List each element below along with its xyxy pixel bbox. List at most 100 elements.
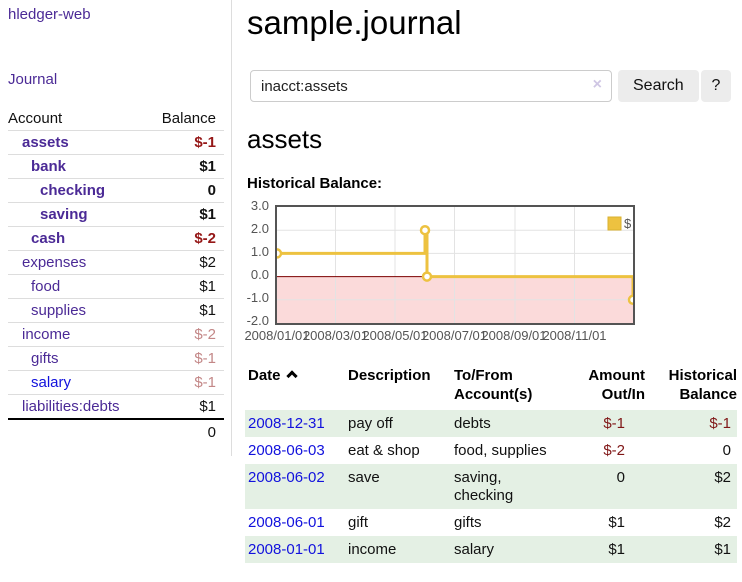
x-axis-tick: 2008/03/01 (302, 328, 369, 343)
x-axis-tick: 2008/01/01 (244, 328, 310, 343)
y-axis-tick: 0.0 (250, 267, 269, 282)
account-row: cash $-2 (8, 226, 224, 250)
transaction-row[interactable]: 2008-06-03 eat & shop food, supplies $-2… (245, 437, 737, 464)
transaction-description: eat & shop (348, 442, 420, 459)
page-title: sample.journal (247, 4, 462, 41)
transaction-row[interactable]: 2008-01-01 income salary $1 $1 (245, 536, 737, 563)
transaction-balance: $-1 (709, 415, 731, 432)
transaction-accounts: debts (454, 415, 491, 432)
transaction-row[interactable]: 2008-06-02 save saving, checking 0 $2 (245, 464, 737, 509)
y-axis-tick: -1.0 (246, 290, 269, 305)
transaction-amount: $-1 (603, 415, 625, 432)
account-balance: $-1 (194, 374, 216, 391)
account-balance: $1 (199, 278, 216, 295)
clear-search-icon[interactable]: × (592, 76, 602, 93)
search-input[interactable] (250, 70, 612, 102)
transaction-balance: $2 (714, 469, 731, 486)
transaction-date-link[interactable]: 2008-01-01 (248, 541, 325, 558)
account-heading: assets (247, 124, 323, 154)
column-header-amount: Amount Out/In (588, 367, 645, 403)
column-header-description: Description (348, 367, 431, 384)
chart-title: Historical Balance: (247, 175, 383, 192)
transaction-amount: $1 (608, 541, 625, 558)
column-header-date[interactable]: Date (245, 362, 345, 410)
account-balance: $-1 (194, 134, 216, 151)
accounts-total-row: 0 (8, 418, 224, 444)
account-row: gifts $-1 (8, 346, 224, 370)
accounts-total: 0 (207, 424, 216, 441)
transaction-amount: $-2 (603, 442, 625, 459)
accounts-header-account: Account (8, 110, 63, 127)
account-link-saving[interactable]: saving (40, 206, 88, 223)
account-row: expenses $2 (8, 250, 224, 274)
register-header-row: Date Description To/From Account(s) Amou… (245, 362, 737, 410)
account-row: saving $1 (8, 202, 224, 226)
account-balance: $-2 (194, 230, 216, 247)
legend-label: $ (624, 216, 632, 231)
sidebar-item-journal[interactable]: Journal (8, 71, 58, 88)
historical-balance-chart[interactable]: $ (271, 205, 639, 325)
transaction-description: save (348, 469, 380, 486)
register-table: Date Description To/From Account(s) Amou… (245, 362, 737, 563)
account-link-assets[interactable]: assets (22, 134, 69, 151)
account-link-salary[interactable]: salary (31, 374, 72, 391)
y-axis-tick: 1.0 (250, 244, 269, 259)
transaction-balance: $2 (714, 514, 731, 531)
transaction-date-link[interactable]: 2008-06-03 (248, 442, 325, 459)
accounts-tree: Account Balance assets $-1 bank $1 check… (8, 107, 224, 444)
transaction-description: pay off (348, 415, 393, 432)
accounts-header: Account Balance (8, 107, 224, 130)
transaction-balance: $1 (714, 541, 731, 558)
search-button[interactable]: Search (618, 70, 699, 102)
transaction-balance: 0 (722, 442, 731, 459)
transaction-row[interactable]: 2008-06-01 gift gifts $1 $2 (245, 509, 737, 536)
transaction-amount: $1 (608, 514, 625, 531)
x-axis-tick: 2008/09/01 (481, 328, 547, 343)
account-row: food $1 (8, 274, 224, 298)
column-header-date-label: Date (248, 367, 281, 384)
account-balance: $1 (199, 398, 216, 415)
account-link-income[interactable]: income (22, 326, 71, 343)
account-balance: 0 (207, 182, 216, 199)
accounts-header-balance: Balance (161, 110, 216, 127)
transaction-date-link[interactable]: 2008-06-02 (248, 469, 325, 486)
x-axis-tick: 2008/05/01 (362, 328, 428, 343)
transaction-description: gift (348, 514, 369, 531)
transaction-date-link[interactable]: 2008-12-31 (248, 415, 325, 432)
account-link-food[interactable]: food (31, 278, 61, 295)
chart-canvas: $ (271, 207, 639, 323)
brand-link[interactable]: hledger-web (8, 6, 91, 23)
account-link-cash[interactable]: cash (31, 230, 66, 247)
account-link-liabilities-debts[interactable]: liabilities:debts (22, 398, 120, 415)
help-button[interactable]: ? (701, 70, 731, 102)
transaction-amount: 0 (616, 469, 625, 486)
transaction-accounts: saving, checking (454, 469, 514, 504)
account-balance: $1 (199, 158, 216, 175)
account-balance: $-2 (194, 326, 216, 343)
account-balance: $-1 (194, 350, 216, 367)
y-axis-tick: 2.0 (250, 221, 269, 236)
account-row: assets $-1 (8, 130, 224, 154)
transaction-row[interactable]: 2008-12-31 pay off debts $-1 $-1 (245, 410, 737, 437)
x-axis-tick: 2008/07/01 (421, 328, 488, 343)
account-link-checking[interactable]: checking (40, 182, 106, 199)
account-link-expenses[interactable]: expenses (22, 254, 87, 271)
account-link-gifts[interactable]: gifts (31, 350, 59, 367)
account-row: income $-2 (8, 322, 224, 346)
search-bar: × (250, 70, 612, 102)
account-link-supplies[interactable]: supplies (31, 302, 87, 319)
x-axis-tick: 2008/11/01 (542, 328, 607, 343)
account-row: checking 0 (8, 178, 224, 202)
account-balance: $1 (199, 302, 216, 319)
account-row: bank $1 (8, 154, 224, 178)
chart-legend: $ (607, 216, 632, 231)
column-header-balance: Historical Balance (668, 367, 737, 403)
transaction-date-link[interactable]: 2008-06-01 (248, 514, 325, 531)
transaction-description: income (348, 541, 397, 558)
account-link-bank[interactable]: bank (31, 158, 67, 175)
y-axis-tick: -2.0 (246, 313, 269, 328)
column-header-accounts: To/From Account(s) (454, 367, 533, 403)
account-row: salary $-1 (8, 370, 224, 394)
sidebar: hledger-web Journal Account Balance asse… (0, 0, 232, 456)
